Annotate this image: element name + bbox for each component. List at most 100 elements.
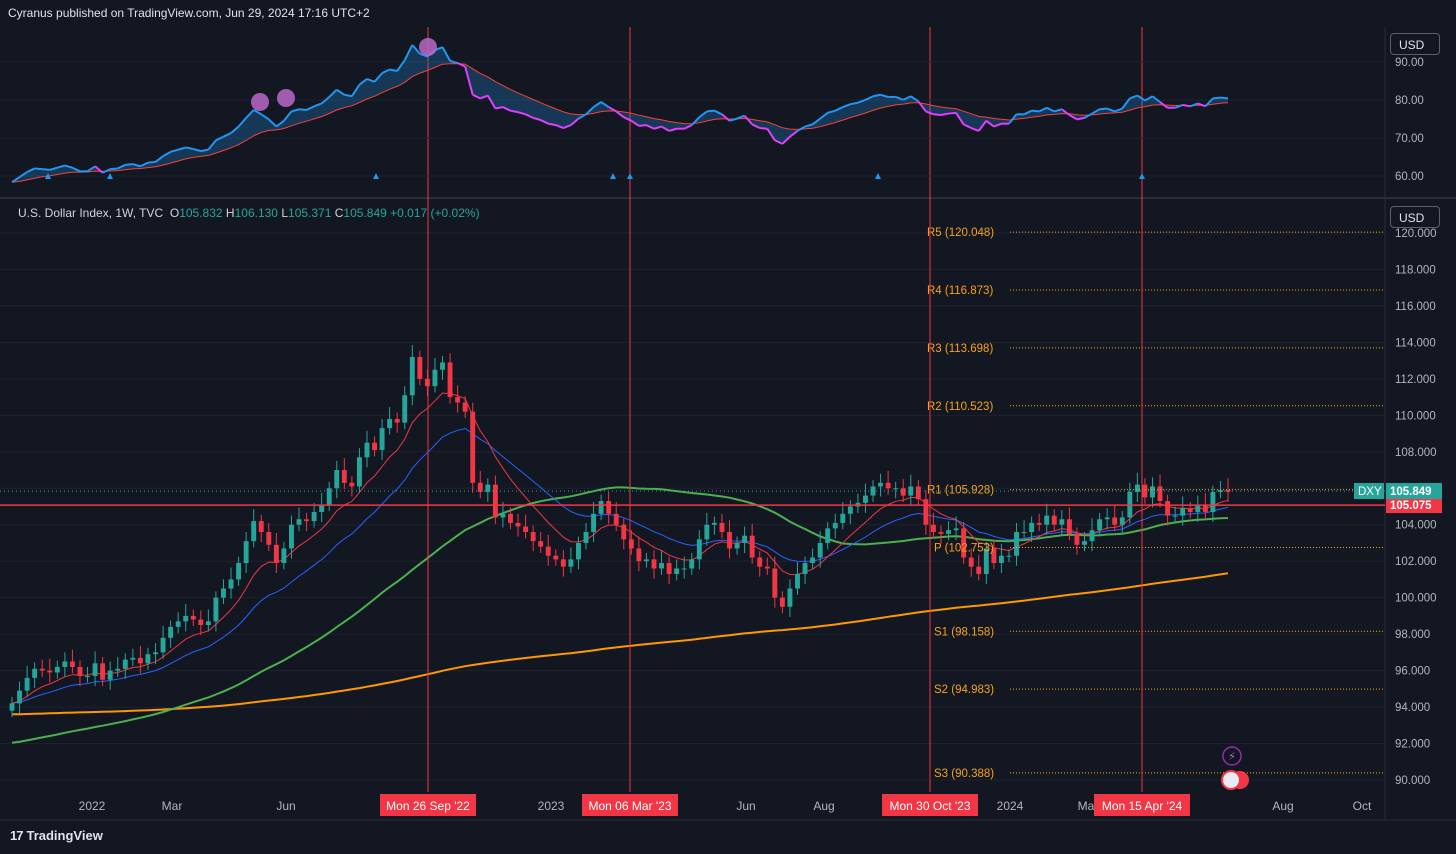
osc-main-segment bbox=[865, 95, 874, 101]
osc-main-segment bbox=[977, 120, 988, 132]
osc-main-segment bbox=[495, 106, 504, 110]
candle-body bbox=[258, 521, 264, 533]
pivot-label: P (102.753) bbox=[934, 542, 994, 554]
time-tick-label: Aug bbox=[813, 799, 834, 813]
osc-main-segment bbox=[1091, 108, 1101, 115]
candle-body bbox=[923, 499, 929, 525]
candle-body bbox=[1202, 504, 1208, 512]
candle-body bbox=[606, 501, 612, 514]
tradingview-footer[interactable]: 17 TradingView bbox=[10, 828, 103, 843]
currency-button-top[interactable]: USD bbox=[1390, 33, 1440, 55]
candle-body bbox=[817, 542, 823, 558]
candle-body bbox=[757, 557, 763, 567]
osc-main-segment bbox=[850, 101, 859, 106]
price-tick-label: 120.000 bbox=[1395, 228, 1437, 240]
osc-main-segment bbox=[64, 164, 73, 169]
osc-main-segment bbox=[623, 116, 632, 122]
osc-main-segment bbox=[147, 160, 156, 164]
candle-body bbox=[568, 559, 574, 567]
candle-body bbox=[32, 668, 38, 678]
candle-body bbox=[326, 488, 332, 505]
candle-body bbox=[1089, 530, 1095, 542]
osc-circle-marker bbox=[277, 89, 295, 107]
price-tick-label: 110.000 bbox=[1395, 410, 1436, 422]
time-tick-label: Mar bbox=[1078, 799, 1099, 813]
osc-main-segment bbox=[963, 123, 972, 129]
osc-main-segment bbox=[1121, 97, 1131, 110]
price-tick-label: 114.000 bbox=[1395, 337, 1436, 349]
osc-main-segment bbox=[743, 115, 753, 126]
osc-main-segment bbox=[479, 94, 489, 100]
osc-main-segment bbox=[525, 113, 534, 119]
osc-main-segment bbox=[698, 110, 708, 118]
osc-main-segment bbox=[796, 125, 806, 132]
price-tick-label: 90.000 bbox=[1395, 775, 1430, 787]
candle-body bbox=[961, 528, 967, 558]
event-date-label: Mon 26 Sep '22 bbox=[386, 799, 470, 813]
osc-main-segment bbox=[419, 52, 428, 58]
candle-body bbox=[304, 519, 310, 522]
osc-main-segment bbox=[34, 167, 43, 171]
candle-body bbox=[885, 482, 891, 489]
osc-main-segment bbox=[1212, 96, 1221, 100]
open-label: O bbox=[169, 206, 180, 220]
osc-main-segment bbox=[993, 122, 1002, 128]
open-value: 105.832 bbox=[179, 206, 223, 220]
osc-main-segment bbox=[759, 127, 768, 130]
price-tick-label: 116.000 bbox=[1395, 301, 1436, 313]
osc-main-segment bbox=[1114, 107, 1123, 113]
candle-body bbox=[1104, 517, 1110, 520]
osc-main-segment bbox=[1174, 103, 1184, 109]
osc-main-segment bbox=[86, 165, 96, 173]
candle-body bbox=[893, 488, 899, 490]
candle-body bbox=[1180, 508, 1186, 516]
candle-body bbox=[870, 486, 876, 496]
candle-body bbox=[266, 532, 272, 545]
osc-main-segment bbox=[646, 124, 655, 130]
ema-red-line bbox=[11, 392, 1229, 704]
candle-body bbox=[107, 670, 113, 680]
candle-body bbox=[598, 501, 604, 514]
osc-main-segment bbox=[381, 68, 391, 75]
candle-body bbox=[251, 521, 257, 542]
candle-body bbox=[213, 597, 219, 622]
candle-body bbox=[77, 666, 83, 677]
candle-body bbox=[900, 488, 906, 496]
osc-main-segment bbox=[411, 44, 421, 55]
candle-body bbox=[485, 484, 491, 492]
osc-main-segment bbox=[1099, 107, 1108, 111]
osc-main-segment bbox=[291, 108, 300, 113]
osc-main-segment bbox=[110, 167, 118, 171]
tradingview-brand: TradingView bbox=[26, 828, 103, 843]
change-percent: (+0.02%) bbox=[430, 206, 480, 220]
candle-body bbox=[508, 513, 513, 523]
candle-body bbox=[795, 573, 800, 589]
candle-body bbox=[711, 522, 717, 525]
osc-triangle-marker bbox=[45, 173, 51, 179]
osc-main-segment bbox=[510, 109, 519, 114]
currency-button-main[interactable]: USD bbox=[1390, 206, 1440, 228]
osc-main-segment bbox=[600, 101, 610, 108]
candle-body bbox=[1112, 517, 1118, 525]
candle-body bbox=[1036, 522, 1042, 525]
event-date-tag bbox=[882, 794, 978, 816]
candle-body bbox=[9, 703, 15, 711]
candle-body bbox=[100, 663, 106, 680]
osc-main-segment bbox=[895, 96, 904, 101]
pivot-label: R2 (110.523) bbox=[927, 401, 993, 413]
osc-main-segment bbox=[933, 113, 942, 117]
osc-main-segment bbox=[827, 109, 836, 114]
osc-main-segment bbox=[57, 164, 66, 169]
osc-main-segment bbox=[1031, 109, 1040, 113]
candle-body bbox=[938, 532, 944, 534]
osc-main-segment bbox=[11, 176, 21, 183]
candle-body bbox=[908, 486, 914, 496]
candle-body bbox=[205, 621, 211, 626]
candle-body bbox=[24, 677, 30, 691]
candle-body bbox=[946, 530, 952, 534]
candle-body bbox=[349, 482, 355, 487]
candle-body bbox=[1195, 504, 1201, 512]
osc-main-segment bbox=[441, 46, 451, 62]
osc-circle-marker bbox=[251, 93, 269, 111]
